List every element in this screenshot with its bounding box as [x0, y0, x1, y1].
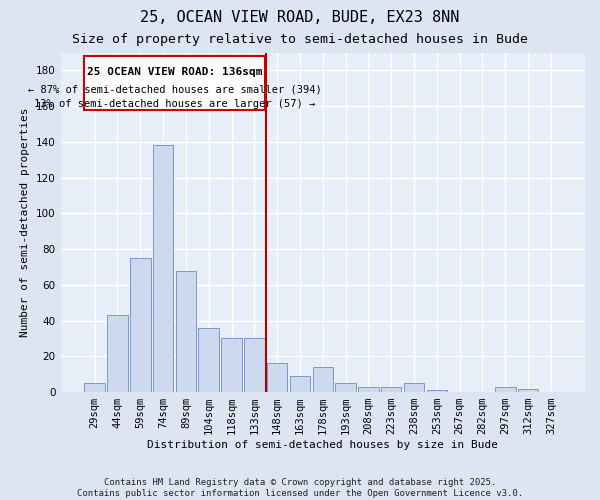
Bar — [85, 383, 105, 392]
X-axis label: Distribution of semi-detached houses by size in Bude: Distribution of semi-detached houses by … — [147, 440, 498, 450]
Text: Contains HM Land Registry data © Crown copyright and database right 2025.
Contai: Contains HM Land Registry data © Crown c… — [77, 478, 523, 498]
Bar — [130, 258, 151, 392]
Bar — [176, 270, 196, 392]
Bar — [153, 146, 173, 392]
Bar — [290, 376, 310, 392]
Bar — [335, 383, 356, 392]
Bar — [221, 338, 242, 392]
Bar — [381, 386, 401, 392]
Bar — [518, 388, 538, 392]
Text: 25, OCEAN VIEW ROAD, BUDE, EX23 8NN: 25, OCEAN VIEW ROAD, BUDE, EX23 8NN — [140, 10, 460, 25]
Text: 25 OCEAN VIEW ROAD: 136sqm: 25 OCEAN VIEW ROAD: 136sqm — [87, 67, 263, 77]
Bar — [199, 328, 219, 392]
Bar — [404, 383, 424, 392]
Y-axis label: Number of semi-detached properties: Number of semi-detached properties — [20, 108, 31, 337]
Text: 13% of semi-detached houses are larger (57) →: 13% of semi-detached houses are larger (… — [34, 99, 316, 109]
Bar — [107, 315, 128, 392]
Bar — [495, 386, 515, 392]
Bar — [244, 338, 265, 392]
Bar — [358, 386, 379, 392]
Bar — [427, 390, 447, 392]
FancyBboxPatch shape — [85, 56, 265, 110]
Text: Size of property relative to semi-detached houses in Bude: Size of property relative to semi-detach… — [72, 32, 528, 46]
Bar — [313, 367, 333, 392]
Text: ← 87% of semi-detached houses are smaller (394): ← 87% of semi-detached houses are smalle… — [28, 84, 322, 94]
Bar — [267, 364, 287, 392]
